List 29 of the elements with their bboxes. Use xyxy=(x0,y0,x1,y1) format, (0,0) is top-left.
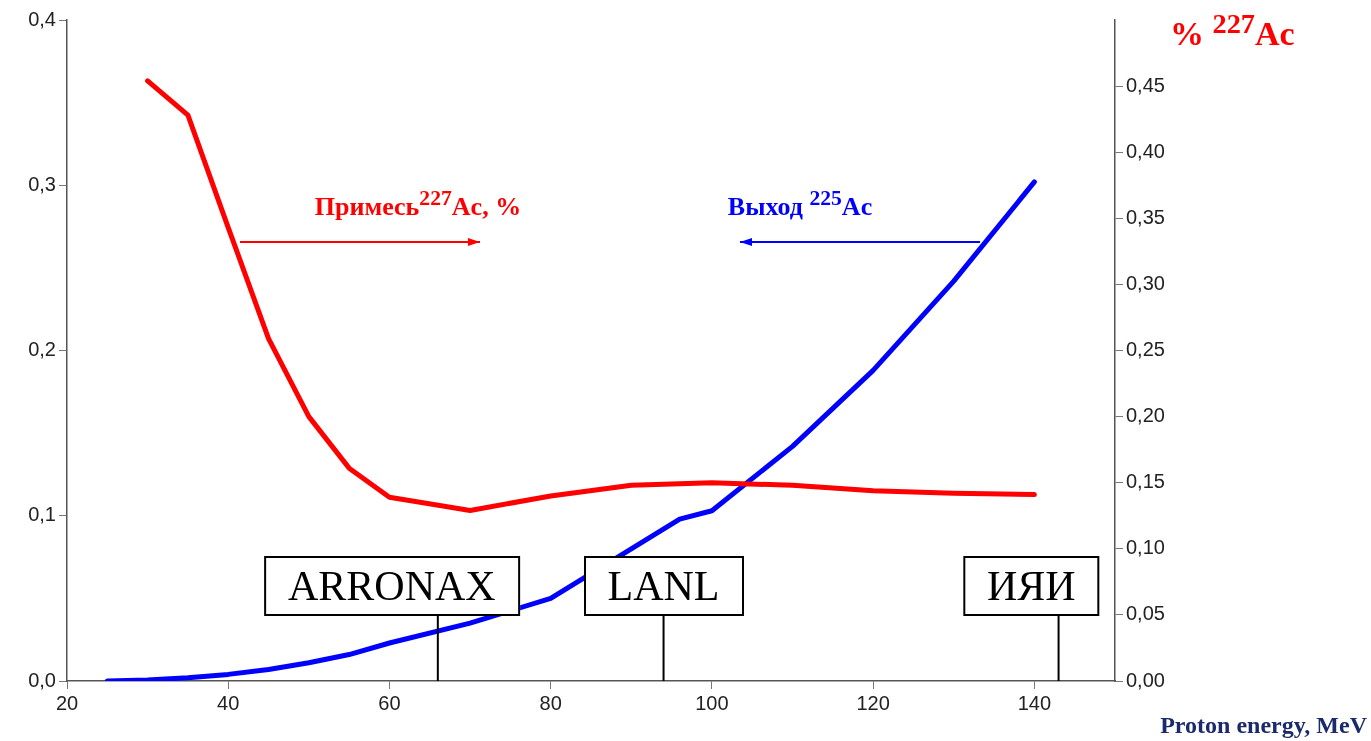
y2-tick-label: 0,35 xyxy=(1126,205,1165,228)
text: Выход $^{225}$Ac xyxy=(726,186,874,222)
y2-tick-label: 0,25 xyxy=(1126,338,1165,361)
x-tick-label: 100 xyxy=(695,691,729,714)
y2-tick-label: 0,45 xyxy=(1126,73,1165,96)
x-axis-title: Proton energy, MeV xyxy=(1160,712,1367,739)
y-tick-label: 0,2 xyxy=(28,338,56,361)
ref-line-label: ИЯИ xyxy=(962,556,1100,616)
y-tick-label: 0,1 xyxy=(28,503,56,526)
ref-line-label: LANL xyxy=(583,556,744,616)
y-tick-label: 0,4 xyxy=(28,7,56,30)
y2-tick-label: 0,00 xyxy=(1126,668,1165,691)
x-tick-label: 20 xyxy=(55,691,79,714)
y2-tick-label: 0,40 xyxy=(1126,139,1165,162)
x-tick-label: 40 xyxy=(217,691,240,714)
y2-axis-title: % $^{227}$Ac xyxy=(1170,8,1295,54)
x-tick-label: 140 xyxy=(1017,691,1052,714)
y2-tick-label: 0,05 xyxy=(1126,602,1165,625)
x-tick-label: 60 xyxy=(378,691,401,714)
y2-tick-label: 0,30 xyxy=(1126,271,1165,294)
text: Примесь$^{227}$Ac, % xyxy=(313,186,523,222)
y2-tick-label: 0,10 xyxy=(1126,536,1165,559)
y2-tick-label: 0,15 xyxy=(1126,470,1165,493)
x-tick-label: 80 xyxy=(539,691,562,714)
y2-tick-label: 0,20 xyxy=(1126,404,1165,427)
x-tick-label: 120 xyxy=(856,691,890,714)
ref-line-label: ARRONAX xyxy=(263,556,520,616)
y-tick-label: 0,3 xyxy=(28,172,56,195)
y-tick-label: 0,0 xyxy=(28,668,56,691)
